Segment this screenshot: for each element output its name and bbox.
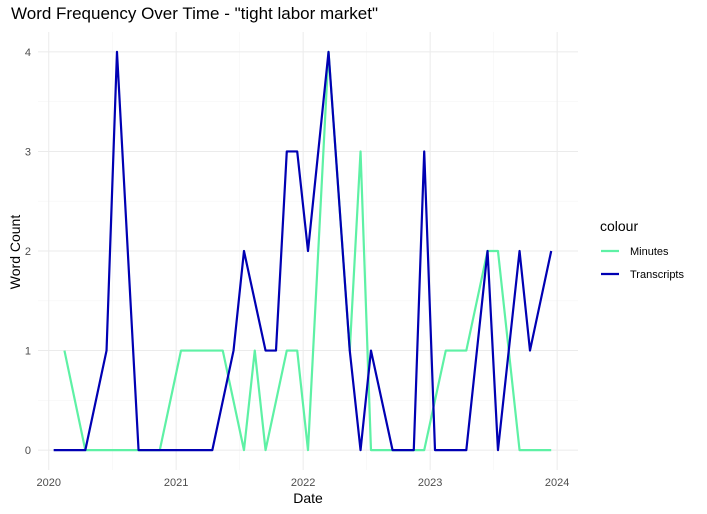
x-tick-label: 2022 xyxy=(291,477,315,489)
legend: colour Minutes Transcripts xyxy=(600,218,684,281)
y-tick-label: 3 xyxy=(25,146,31,158)
x-axis-title: Date xyxy=(293,490,323,506)
series-line-transcripts xyxy=(53,50,553,452)
x-tick-label: 2021 xyxy=(164,477,188,489)
legend-label-transcripts: Transcripts xyxy=(630,269,684,281)
y-tick-label: 2 xyxy=(25,246,31,258)
y-tick-label: 0 xyxy=(25,445,31,457)
y-axis-title: Word Count xyxy=(7,215,23,290)
tick-labels: 2020 2021 2022 2023 2024 0 1 2 3 4 xyxy=(25,47,569,489)
legend-items: Minutes Transcripts xyxy=(601,246,684,281)
x-tick-label: 2024 xyxy=(545,477,569,489)
y-tick-label: 1 xyxy=(25,346,31,358)
y-tick-label: 4 xyxy=(25,47,31,59)
x-tick-label: 2023 xyxy=(418,477,442,489)
series-layer xyxy=(53,50,553,452)
x-tick-label: 2020 xyxy=(37,477,61,489)
chart-title: Word Frequency Over Time - "tight labor … xyxy=(11,4,378,23)
legend-label-minutes: Minutes xyxy=(630,246,669,258)
legend-title: colour xyxy=(600,218,638,234)
